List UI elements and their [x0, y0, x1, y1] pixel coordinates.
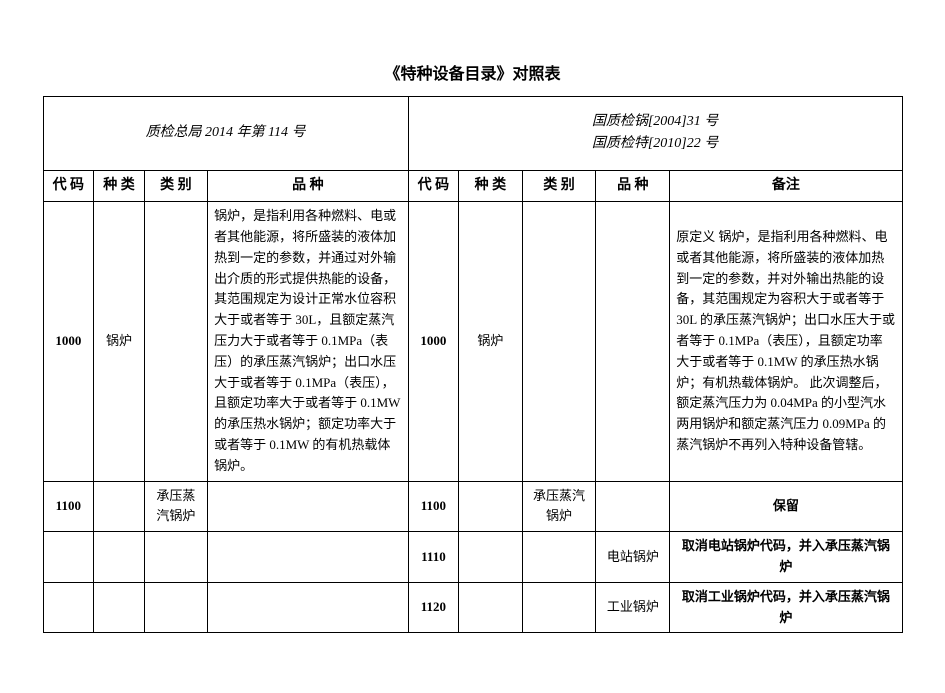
cell-note: 取消工业锅炉代码，并入承压蒸汽锅炉 [670, 582, 902, 633]
cell-left-code: 1100 [43, 481, 94, 532]
source-header-row: 质检总局 2014 年第 114 号 国质检锅[2004]31 号 国质检特[2… [43, 97, 902, 171]
cell-left-var [208, 532, 409, 583]
cell-left-var [208, 582, 409, 633]
col-right-code: 代 码 [408, 170, 459, 201]
col-left-category: 类 别 [144, 170, 207, 201]
document-page: 《特种设备目录》对照表 质检总局 2014 年第 114 号 国质检锅[2004… [43, 60, 903, 633]
cell-right-kind [459, 481, 522, 532]
cell-left-code [43, 582, 94, 633]
cell-right-cat [522, 582, 596, 633]
cell-right-code: 1120 [408, 582, 459, 633]
table-row: 1120 工业锅炉 取消工业锅炉代码，并入承压蒸汽锅炉 [43, 582, 902, 633]
cell-left-code [43, 532, 94, 583]
header-right-line2: 国质检特[2010]22 号 [415, 133, 896, 155]
cell-right-var: 工业锅炉 [596, 582, 670, 633]
cell-right-cat [522, 532, 596, 583]
cell-right-var [596, 481, 670, 532]
cell-left-kind: 锅炉 [94, 202, 145, 481]
cell-right-cat [522, 202, 596, 481]
column-header-row: 代 码 种 类 类 别 品 种 代 码 种 类 类 别 品 种 备注 [43, 170, 902, 201]
cell-left-cat: 承压蒸汽锅炉 [144, 481, 207, 532]
header-left: 质检总局 2014 年第 114 号 [43, 97, 408, 171]
col-left-variety: 品 种 [208, 170, 409, 201]
cell-left-kind [94, 481, 145, 532]
cell-note: 取消电站锅炉代码，并入承压蒸汽锅炉 [670, 532, 902, 583]
cell-left-kind [94, 532, 145, 583]
cell-left-kind [94, 582, 145, 633]
cell-left-cat [144, 582, 207, 633]
cell-right-var: 电站锅炉 [596, 532, 670, 583]
cell-note: 保留 [670, 481, 902, 532]
cell-right-kind [459, 582, 522, 633]
col-note: 备注 [670, 170, 902, 201]
cell-right-var [596, 202, 670, 481]
cell-left-var [208, 481, 409, 532]
comparison-table: 质检总局 2014 年第 114 号 国质检锅[2004]31 号 国质检特[2… [43, 96, 903, 633]
cell-right-code: 1100 [408, 481, 459, 532]
cell-right-code: 1000 [408, 202, 459, 481]
col-right-variety: 品 种 [596, 170, 670, 201]
cell-note: 原定义 锅炉，是指利用各种燃料、电或者其他能源，将所盛装的液体加热到一定的参数，… [670, 202, 902, 481]
cell-right-cat: 承压蒸汽锅炉 [522, 481, 596, 532]
table-row: 1100 承压蒸汽锅炉 1100 承压蒸汽锅炉 保留 [43, 481, 902, 532]
table-row: 1000 锅炉 锅炉，是指利用各种燃料、电或者其他能源，将所盛装的液体加热到一定… [43, 202, 902, 481]
col-left-kind: 种 类 [94, 170, 145, 201]
header-right: 国质检锅[2004]31 号 国质检特[2010]22 号 [408, 97, 902, 171]
cell-left-cat [144, 202, 207, 481]
header-right-line1: 国质检锅[2004]31 号 [415, 111, 896, 133]
cell-left-code: 1000 [43, 202, 94, 481]
cell-right-code: 1110 [408, 532, 459, 583]
cell-right-kind [459, 532, 522, 583]
col-right-category: 类 别 [522, 170, 596, 201]
cell-left-cat [144, 532, 207, 583]
cell-right-kind: 锅炉 [459, 202, 522, 481]
table-row: 1110 电站锅炉 取消电站锅炉代码，并入承压蒸汽锅炉 [43, 532, 902, 583]
cell-left-var: 锅炉，是指利用各种燃料、电或者其他能源，将所盛装的液体加热到一定的参数，并通过对… [208, 202, 409, 481]
page-title: 《特种设备目录》对照表 [43, 60, 903, 84]
col-left-code: 代 码 [43, 170, 94, 201]
col-right-kind: 种 类 [459, 170, 522, 201]
